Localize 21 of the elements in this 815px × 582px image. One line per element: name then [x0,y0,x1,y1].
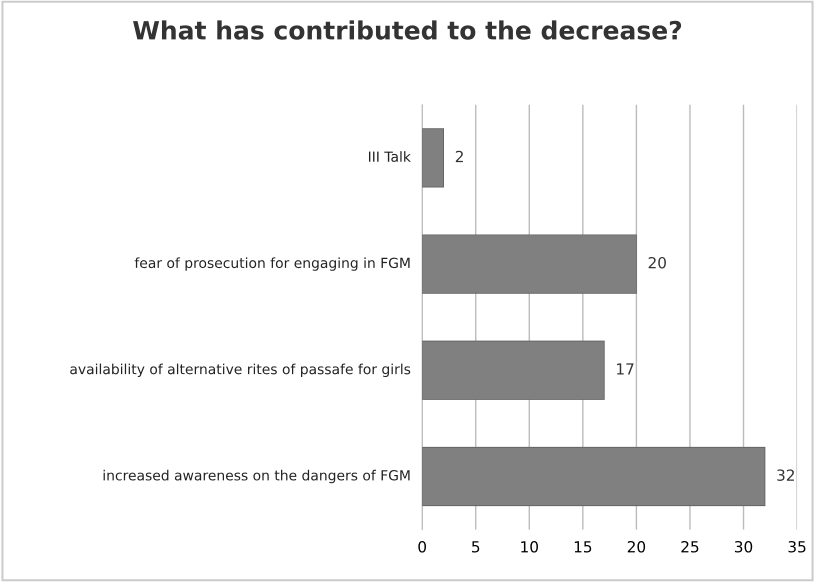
y-tick-label: availability of alternative rites of passafe for girls [70,364,410,378]
bar [422,234,637,294]
bar [422,446,766,506]
x-tick-label: 35 [788,541,806,553]
data-label: 32 [777,469,794,481]
bar [422,128,444,188]
x-tick-label: 20 [628,541,646,553]
data-label: 20 [648,256,666,269]
x-tick-label: 10 [521,541,538,553]
x-tick-label: 15 [574,541,592,553]
chart-title: What has contributed to the decrease? [133,20,682,40]
x-tick-label: 5 [472,541,480,553]
y-tick-label: fear of prosecution for engaging in FGM [134,257,410,271]
y-tick-label: increased awareness on the dangers of FGM [104,470,410,484]
data-label: 2 [456,150,463,162]
x-tick-label: 30 [734,541,752,553]
x-tick-label: 0 [418,541,426,553]
y-tick-label: III Talk [368,151,411,162]
data-label: 17 [617,363,634,375]
x-tick-label: 25 [681,541,698,553]
bar [422,340,605,400]
